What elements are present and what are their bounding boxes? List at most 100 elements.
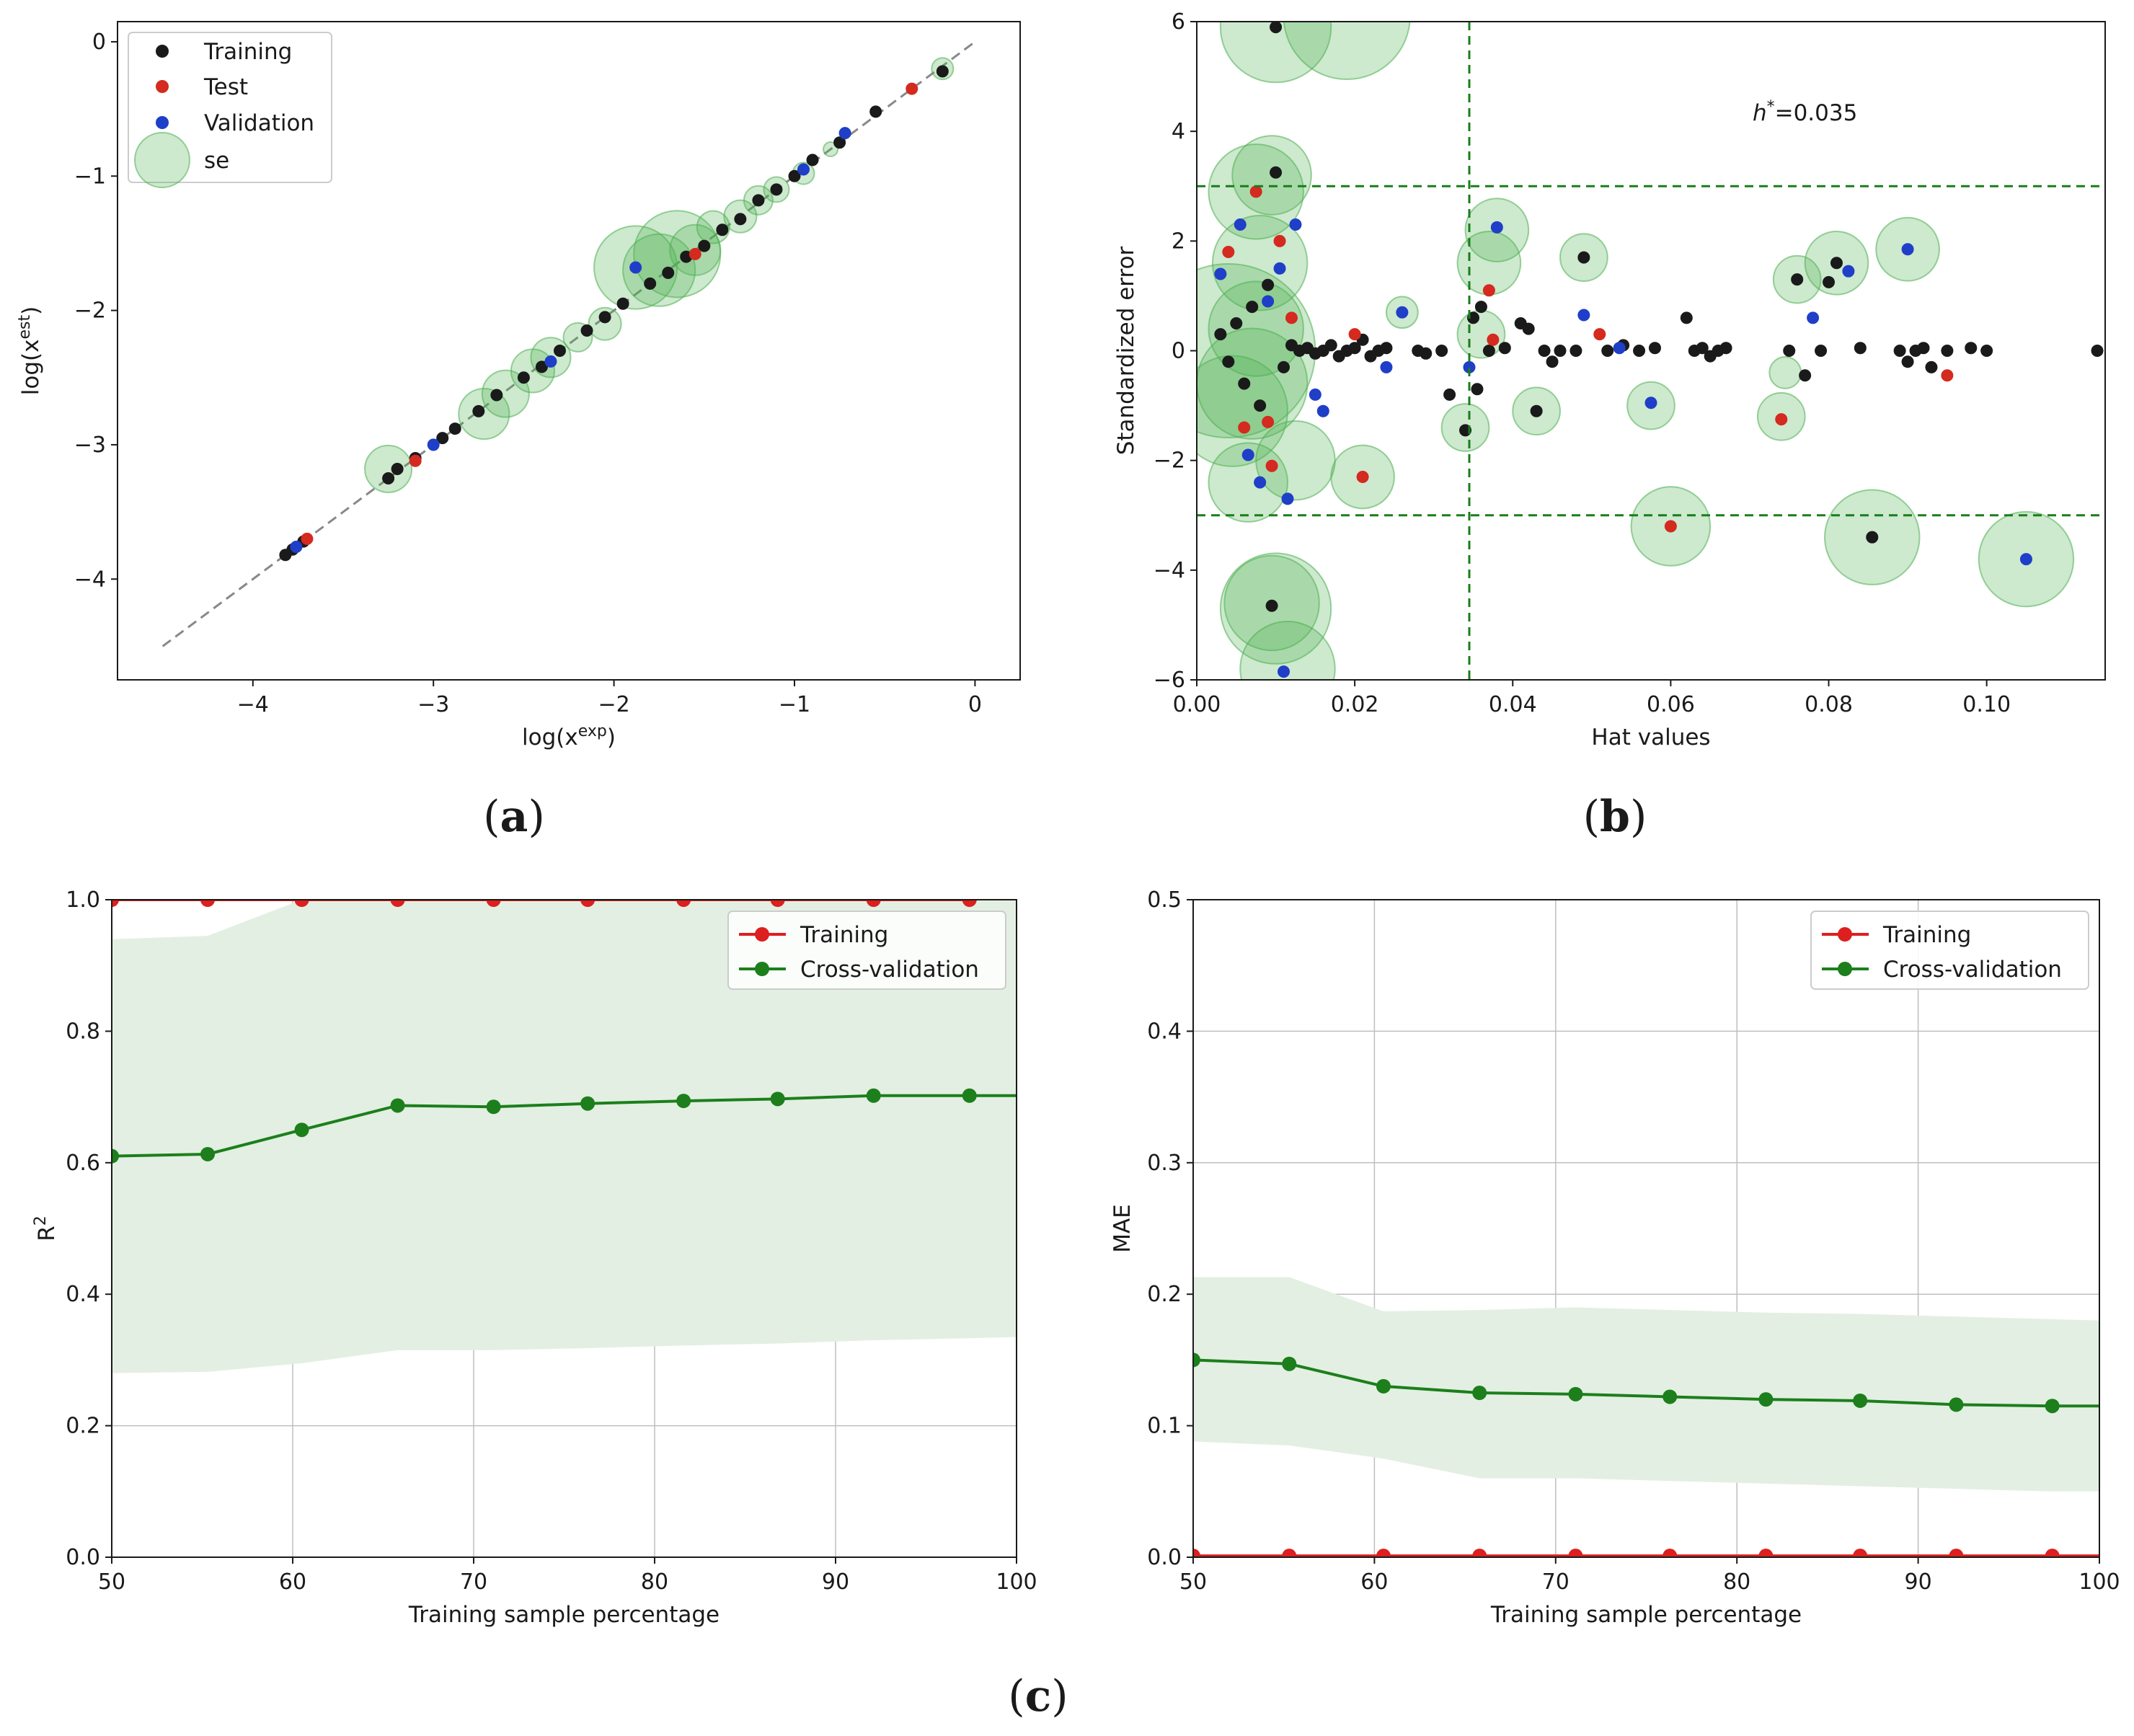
validation-point — [1214, 267, 1227, 280]
training-point — [1265, 599, 1278, 612]
training-point — [1270, 22, 1283, 34]
se-bubble — [1768, 356, 1802, 389]
test-point — [689, 247, 701, 260]
y-tick-label: 2 — [1172, 229, 1185, 254]
training-point — [1554, 345, 1567, 357]
training-point — [1696, 342, 1709, 355]
training-point — [1262, 278, 1275, 291]
training-point — [1522, 322, 1535, 335]
plot-area — [1197, 22, 2105, 680]
cv_line-marker — [200, 1146, 216, 1161]
x-tick-label: 80 — [641, 1569, 668, 1595]
validation-point — [1577, 309, 1590, 322]
x-tick-label: 0.06 — [1647, 692, 1695, 717]
training-point — [1917, 342, 1930, 355]
x-axis-label-base: log(x — [522, 725, 578, 750]
test-point — [1664, 520, 1677, 533]
training-point — [472, 404, 485, 417]
training-point — [1783, 345, 1796, 357]
validation-point — [797, 163, 810, 176]
x-tick-label: 90 — [1905, 1569, 1932, 1595]
training-point — [1222, 355, 1235, 368]
train_line-marker — [676, 900, 691, 907]
legend-label: Training — [1882, 922, 1971, 948]
training-point — [436, 432, 449, 445]
validation-point — [629, 261, 642, 274]
test-point — [1273, 234, 1286, 247]
training-point — [1254, 399, 1267, 412]
se-bubble — [481, 369, 530, 418]
test-point — [1487, 333, 1500, 346]
training-point — [1965, 342, 1978, 355]
test-point — [1775, 413, 1788, 426]
training-point — [1348, 342, 1361, 355]
caption-c: (c) — [1008, 1671, 1068, 1722]
cv_line-marker — [2045, 1399, 2060, 1414]
training-point — [1680, 311, 1693, 324]
train_line-marker — [1663, 1549, 1678, 1557]
cv_line-marker — [1949, 1397, 1964, 1412]
training-point — [391, 462, 404, 475]
train_line-marker — [1472, 1549, 1487, 1557]
train_line-marker — [580, 900, 596, 907]
test-point — [1262, 415, 1275, 428]
y-tick-label: 0.4 — [1147, 1019, 1182, 1044]
validation-point — [1309, 388, 1321, 401]
training-point — [1569, 345, 1582, 357]
x-axis-label-sup: exp — [578, 722, 607, 740]
x-tick-label: −1 — [779, 692, 810, 717]
legend-box — [727, 911, 1006, 990]
test-point — [1249, 185, 1262, 198]
legend-cv_line-marker — [755, 962, 769, 976]
legend-se-marker — [134, 132, 190, 188]
y-tick-label: −6 — [1154, 668, 1185, 693]
x-axis-label: Training sample percentage — [1490, 1602, 1802, 1628]
training-point — [1830, 257, 1843, 270]
train_line-marker — [1568, 1549, 1583, 1557]
training-point — [1474, 301, 1487, 314]
y-tick-label: 6 — [1172, 9, 1185, 35]
panel-c-mae-chart: 50 60 70 80 90 100 0.0 0.1 0.2 0.3 0.4 0.5 Training … — [1110, 887, 2120, 1628]
legend-training-marker — [156, 45, 169, 58]
training-point — [1270, 166, 1283, 179]
y-tick-label: 0.8 — [66, 1019, 100, 1044]
training-point — [833, 136, 846, 149]
hstar-sup: * — [1767, 98, 1775, 116]
cv_line-marker — [866, 1088, 881, 1103]
validation-point — [1807, 311, 1820, 324]
y-axis-label-base: R — [34, 1226, 60, 1241]
y-axis-label-tail: ) — [18, 306, 44, 315]
training-point — [936, 65, 949, 78]
training-point — [1648, 342, 1661, 355]
training-point — [1246, 301, 1259, 314]
validation-point — [1644, 397, 1657, 409]
training-point — [1823, 275, 1836, 288]
y-tick-label: 0.0 — [1147, 1545, 1182, 1570]
train_line-marker — [1949, 1549, 1964, 1557]
train_line-marker — [1758, 1549, 1774, 1557]
test-point — [906, 82, 918, 95]
hstar-annotation: h*=0.035 — [1753, 98, 1857, 126]
x-tick-label: 0.02 — [1331, 692, 1379, 717]
legend-box — [1810, 911, 2089, 990]
test-point — [1222, 246, 1235, 259]
train_line-marker — [1193, 1549, 1200, 1557]
y-axis-label: Standardized error — [1113, 246, 1139, 455]
cv-std-band — [112, 900, 1017, 1373]
validation-point — [1234, 218, 1247, 231]
training-point — [716, 223, 729, 236]
y-tick-label: 1.0 — [66, 887, 100, 913]
axes-frame — [1192, 899, 2100, 1558]
y-axis-label-sup: 2 — [32, 1215, 50, 1226]
validation-point — [1281, 492, 1294, 505]
y-tick-label: −2 — [74, 298, 106, 324]
training-point — [1471, 383, 1484, 396]
train_line-marker — [1376, 1549, 1391, 1557]
training-point — [1324, 339, 1337, 352]
x-axis-label: log(xexp) — [522, 722, 616, 750]
plot-area — [161, 40, 976, 647]
validation-point — [290, 541, 303, 554]
legend-label: Validation — [204, 110, 314, 136]
training-point — [517, 371, 530, 384]
training-point — [770, 183, 783, 196]
